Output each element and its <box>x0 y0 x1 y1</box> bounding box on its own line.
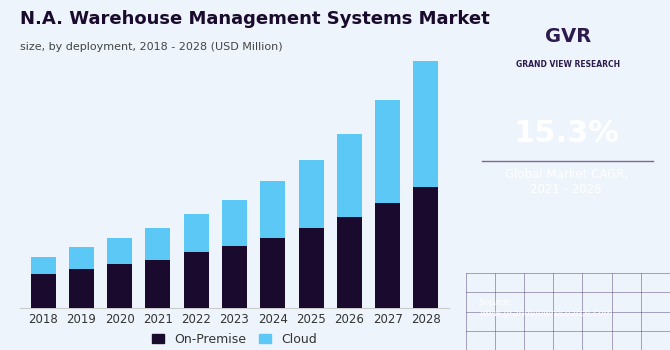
Text: GRAND VIEW RESEARCH: GRAND VIEW RESEARCH <box>516 60 620 69</box>
Bar <box>413 61 438 187</box>
Text: N.A. Warehouse Management Systems Market: N.A. Warehouse Management Systems Market <box>20 10 490 28</box>
Bar <box>261 181 285 238</box>
Bar <box>375 100 400 203</box>
Bar <box>375 203 400 308</box>
Bar <box>222 200 247 246</box>
Bar <box>337 134 362 217</box>
Bar <box>69 247 94 269</box>
Bar <box>145 260 170 308</box>
Bar <box>31 274 56 308</box>
Legend: On-Premise, Cloud: On-Premise, Cloud <box>147 328 322 350</box>
Text: Source:
www.grandviewresearch.com: Source: www.grandviewresearch.com <box>479 298 612 318</box>
Bar <box>69 269 94 308</box>
Bar <box>222 246 247 308</box>
Bar <box>107 264 132 308</box>
Bar <box>299 228 324 308</box>
Text: GVR: GVR <box>545 27 591 46</box>
Bar <box>261 238 285 308</box>
Bar <box>31 257 56 274</box>
Bar <box>413 187 438 308</box>
Bar <box>337 217 362 308</box>
Bar <box>184 252 208 308</box>
Text: Global Market CAGR,
2021 - 2028: Global Market CAGR, 2021 - 2028 <box>505 168 628 196</box>
Bar <box>145 228 170 260</box>
Bar <box>184 214 208 252</box>
Text: 15.3%: 15.3% <box>513 119 619 147</box>
Text: size, by deployment, 2018 - 2028 (USD Million): size, by deployment, 2018 - 2028 (USD Mi… <box>20 42 283 52</box>
Bar <box>107 238 132 264</box>
Bar <box>299 160 324 228</box>
